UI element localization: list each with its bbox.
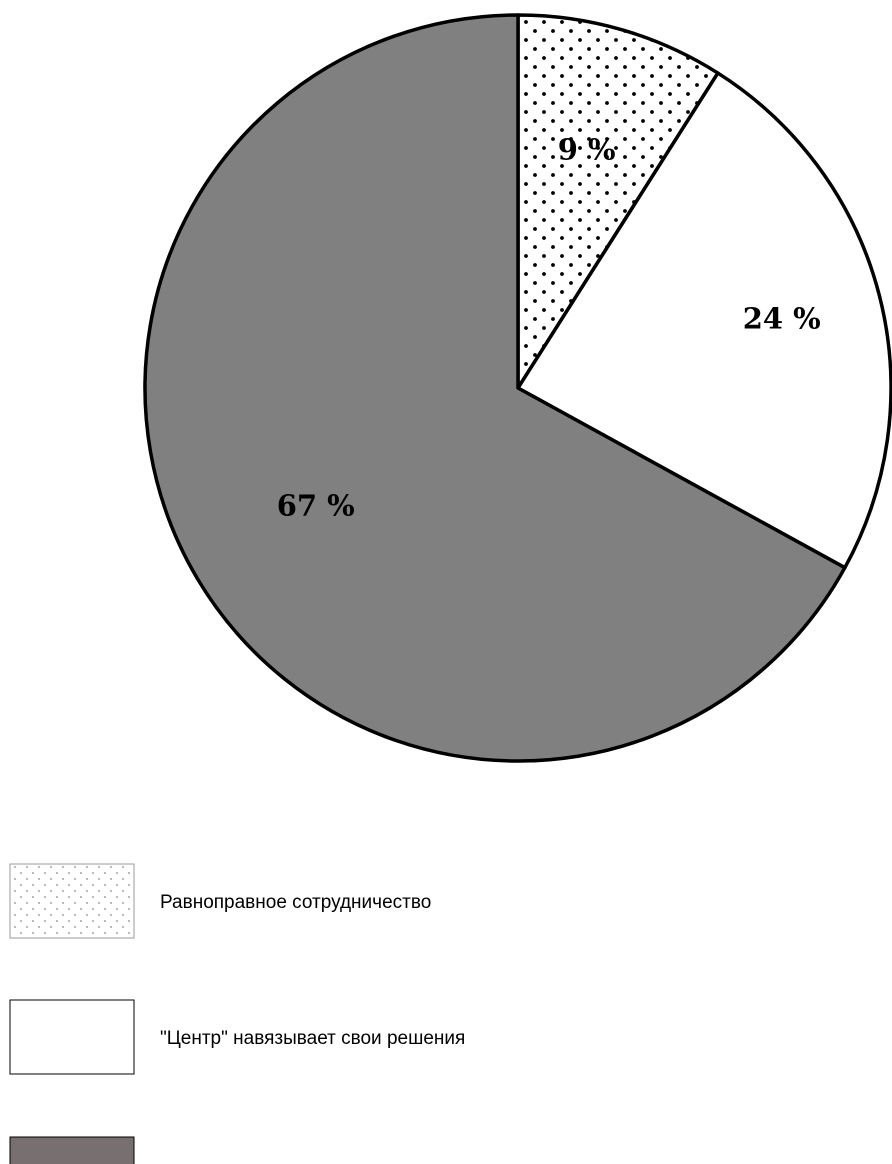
- pie-slice-1: [516, 13, 720, 390]
- pie-slices: [143, 13, 892, 763]
- slice-value-label-1: 9 %: [558, 133, 616, 167]
- legend-label-2: "Центр" навязывает свои решения: [160, 1028, 465, 1049]
- legend-swatch-2: [9, 999, 135, 1075]
- slice-value-label-3: 67 %: [277, 489, 355, 523]
- legend: Равноправное сотрудничество "Центр" навяз…: [9, 863, 465, 1164]
- legend-swatch-3: [9, 1136, 135, 1164]
- pie-slice-labels: 9 % 24 % 67 %: [277, 133, 821, 523]
- pie-slice-3: [143, 13, 847, 763]
- slice-value-label-2: 24 %: [743, 301, 821, 335]
- legend-label-1: Равноправное сотрудничество: [160, 892, 431, 913]
- legend-swatch-1: [9, 863, 135, 939]
- pie-slice-2: [516, 71, 892, 570]
